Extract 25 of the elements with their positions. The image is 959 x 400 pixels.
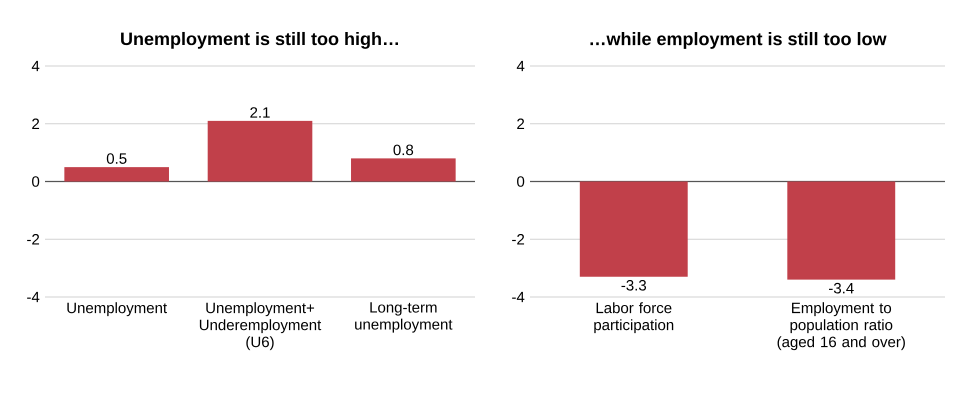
data-label: -3.4 (829, 282, 854, 294)
data-label: 0.8 (394, 144, 414, 156)
chart-title: …while employment is still too low (590, 32, 887, 49)
y-tick-label: 2 (517, 118, 524, 129)
y-tick-label: 4 (516, 60, 524, 72)
y-tick-label: -2 (27, 234, 40, 244)
x-tick-label: Unemployment+ Underemployment (U6) (200, 302, 322, 350)
y-tick-label: 2 (32, 118, 40, 129)
y-tick-label: -4 (512, 292, 524, 302)
bar (64, 167, 169, 182)
chart-title: Unemployment is still too high… (121, 32, 398, 49)
y-tick-label: 0 (32, 176, 40, 187)
y-tick-label: 4 (32, 60, 40, 72)
data-label: 0.5 (106, 153, 126, 164)
y-tick-label: -2 (512, 234, 524, 244)
y-tick-label: -4 (27, 292, 40, 302)
bar (208, 120, 312, 182)
data-label: -3.3 (622, 280, 646, 291)
x-tick-label: Unemployment (67, 302, 167, 316)
y-tick-label: 0 (517, 176, 524, 187)
x-tick-label: Labor force participation (594, 302, 674, 334)
x-tick-label: Employment to population ratio (aged 16 and over) (778, 302, 905, 350)
bar (351, 158, 456, 182)
data-label: 2.1 (250, 107, 270, 118)
x-tick-label: Long-term unemployment (355, 302, 452, 333)
